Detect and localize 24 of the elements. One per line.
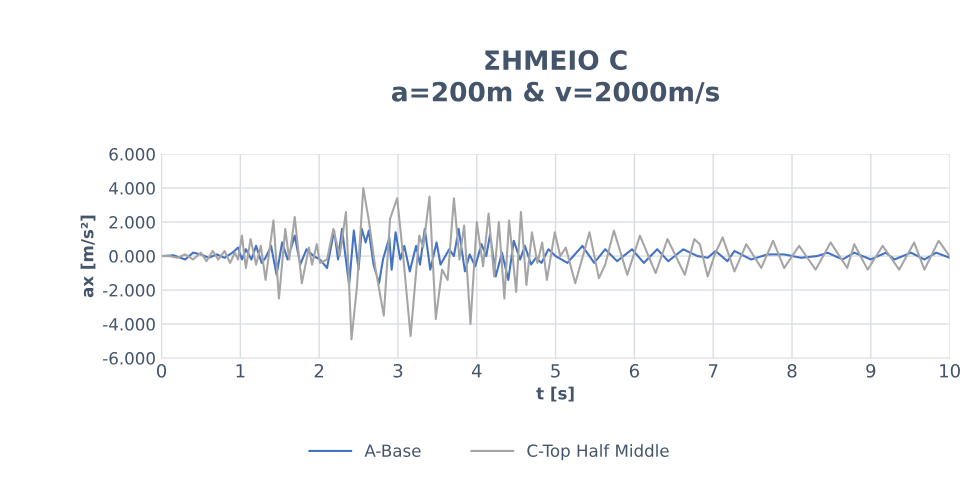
y-tick-label: -2.000 bbox=[103, 284, 155, 297]
line-series bbox=[162, 187, 950, 340]
y-tick-label: 2.000 bbox=[109, 216, 155, 229]
y-tick-label: 6.000 bbox=[109, 148, 155, 161]
x-tick-label: 6 bbox=[630, 364, 639, 378]
y-tick-label: 0.000 bbox=[109, 250, 155, 263]
x-tick-label: 7 bbox=[708, 364, 718, 378]
x-tick-label: 3 bbox=[394, 364, 402, 378]
y-axis-title: ax [m/s²] bbox=[80, 216, 96, 298]
y-tick-label: -4.000 bbox=[103, 318, 155, 331]
y-tick-label: -6.000 bbox=[103, 352, 155, 365]
chart-title: ΣΗΜΕΙΟ C a=200m & v=2000m/s bbox=[392, 50, 720, 104]
x-tick-label: 0 bbox=[156, 364, 166, 378]
x-tick-label: 9 bbox=[866, 364, 876, 378]
x-tick-label: 10 bbox=[940, 364, 960, 378]
x-tick-label: 8 bbox=[787, 364, 797, 378]
x-tick-label: 5 bbox=[551, 364, 560, 378]
x-tick-label: 4 bbox=[472, 364, 482, 378]
legend-label: A-Base bbox=[364, 444, 421, 457]
x-axis-title: t [s] bbox=[536, 386, 574, 402]
x-tick-label: 2 bbox=[314, 364, 324, 378]
x-tick-label: 1 bbox=[236, 364, 244, 378]
y-tick-label: 4.000 bbox=[109, 182, 155, 195]
legend-label: C-Top Half Middle bbox=[527, 444, 669, 460]
